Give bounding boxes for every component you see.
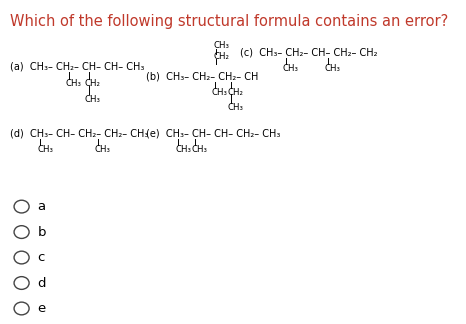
Text: e: e (37, 302, 46, 315)
Text: CH₃: CH₃ (37, 145, 54, 155)
Text: (e)  CH₃– CH– CH– CH₂– CH₃: (e) CH₃– CH– CH– CH₂– CH₃ (146, 128, 280, 138)
Text: CH₃: CH₃ (213, 41, 229, 50)
Text: CH₂: CH₂ (85, 79, 101, 88)
Text: a: a (37, 200, 46, 213)
Text: Which of the following structural formula contains an error?: Which of the following structural formul… (10, 14, 449, 29)
Text: CH₃: CH₃ (192, 145, 207, 155)
Text: CH₃: CH₃ (85, 95, 101, 104)
Text: CH₃: CH₃ (175, 145, 191, 155)
Text: CH₃: CH₃ (228, 103, 244, 112)
Text: (b)  CH₃– CH₂– CH₂– CH: (b) CH₃– CH₂– CH₂– CH (146, 71, 258, 81)
Text: c: c (37, 251, 45, 264)
Text: d: d (37, 276, 46, 290)
Text: CH₃: CH₃ (283, 64, 299, 73)
Text: (a)  CH₃– CH₂– CH– CH– CH₃: (a) CH₃– CH₂– CH– CH– CH₃ (10, 62, 144, 72)
Text: CH₃: CH₃ (212, 88, 227, 97)
Text: (d)  CH₃– CH– CH₂– CH₂– CH₃: (d) CH₃– CH– CH₂– CH₂– CH₃ (10, 128, 149, 138)
Text: CH₂: CH₂ (228, 88, 244, 97)
Text: CH₃: CH₃ (95, 145, 111, 155)
Text: b: b (37, 226, 46, 238)
Text: CH₂: CH₂ (213, 52, 229, 61)
Text: CH₃: CH₃ (66, 79, 82, 88)
Text: CH₃: CH₃ (324, 64, 340, 73)
Text: (c)  CH₃– CH₂– CH– CH₂– CH₂: (c) CH₃– CH₂– CH– CH₂– CH₂ (240, 47, 377, 57)
